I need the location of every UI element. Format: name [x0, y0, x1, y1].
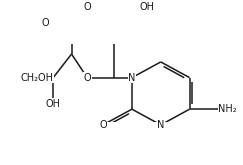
- Text: O: O: [99, 120, 107, 130]
- Text: O: O: [84, 73, 91, 83]
- Text: NH₂: NH₂: [218, 104, 237, 114]
- Text: OH: OH: [140, 2, 155, 12]
- Text: CH₂OH: CH₂OH: [20, 73, 53, 83]
- Text: N: N: [157, 120, 165, 130]
- Text: O: O: [42, 17, 49, 28]
- Text: OH: OH: [46, 99, 61, 109]
- Text: N: N: [128, 73, 136, 83]
- Text: O: O: [84, 2, 91, 12]
